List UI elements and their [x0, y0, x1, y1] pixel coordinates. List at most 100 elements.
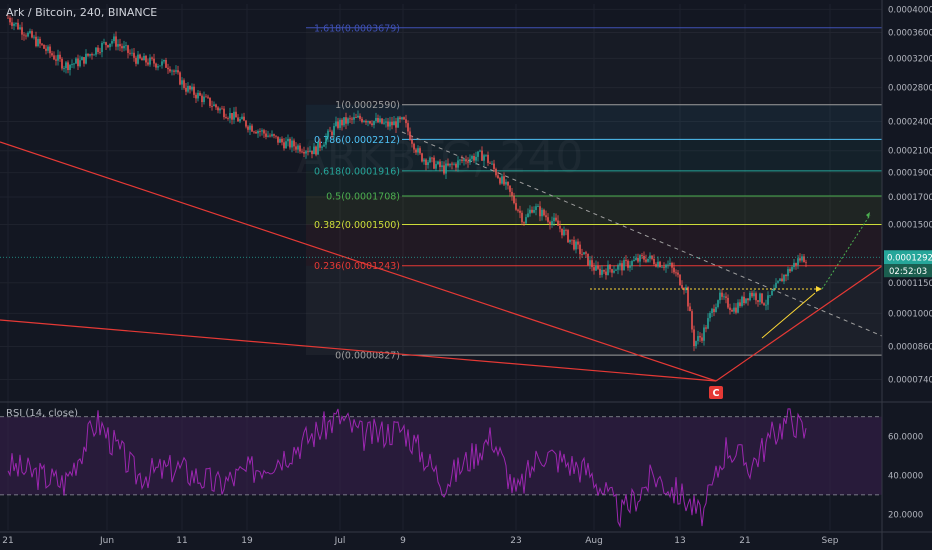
candle[interactable] — [237, 114, 239, 122]
candle[interactable] — [499, 176, 501, 186]
candle[interactable] — [423, 158, 425, 165]
candle[interactable] — [505, 179, 507, 190]
candle[interactable] — [515, 198, 517, 211]
candle[interactable] — [519, 205, 521, 219]
candle[interactable] — [521, 210, 523, 226]
candle[interactable] — [561, 228, 563, 239]
candle[interactable] — [61, 57, 63, 71]
candle[interactable] — [655, 262, 657, 268]
candle[interactable] — [731, 308, 733, 312]
candle[interactable] — [667, 260, 669, 269]
candles[interactable] — [7, 14, 807, 352]
candle[interactable] — [719, 289, 721, 304]
candle[interactable] — [193, 83, 195, 98]
candle[interactable] — [785, 273, 787, 282]
projection-line[interactable] — [821, 214, 871, 290]
candle[interactable] — [653, 254, 655, 266]
candle[interactable] — [623, 257, 625, 271]
candle[interactable] — [15, 22, 17, 27]
candle[interactable] — [65, 60, 67, 74]
candle[interactable] — [105, 41, 107, 50]
candle[interactable] — [697, 330, 699, 345]
candle[interactable] — [433, 155, 435, 170]
candle[interactable] — [249, 122, 251, 136]
candle[interactable] — [377, 114, 379, 124]
candle[interactable] — [375, 112, 377, 124]
candle[interactable] — [771, 289, 773, 296]
candle[interactable] — [621, 260, 623, 276]
candle[interactable] — [299, 143, 301, 154]
candle[interactable] — [67, 60, 69, 74]
candle[interactable] — [597, 261, 599, 270]
candle[interactable] — [325, 133, 327, 149]
candle[interactable] — [787, 266, 789, 281]
candle[interactable] — [383, 119, 385, 125]
candle[interactable] — [215, 103, 217, 111]
candle[interactable] — [167, 63, 169, 74]
candle[interactable] — [337, 117, 339, 130]
candle[interactable] — [373, 120, 375, 129]
candle[interactable] — [121, 43, 123, 53]
candle[interactable] — [131, 48, 133, 57]
candle[interactable] — [457, 156, 459, 172]
candle[interactable] — [271, 130, 273, 138]
candle[interactable] — [437, 160, 439, 166]
candle[interactable] — [203, 91, 205, 105]
candle[interactable] — [695, 340, 697, 349]
candle[interactable] — [629, 261, 631, 272]
candle[interactable] — [513, 192, 515, 205]
candle[interactable] — [461, 155, 463, 164]
candle[interactable] — [189, 85, 191, 94]
candle[interactable] — [415, 147, 417, 155]
candle[interactable] — [749, 290, 751, 302]
candle[interactable] — [665, 263, 667, 273]
candle[interactable] — [305, 149, 307, 159]
candle[interactable] — [401, 116, 403, 121]
candle[interactable] — [11, 17, 13, 30]
candle[interactable] — [791, 265, 793, 272]
candle[interactable] — [537, 203, 539, 208]
candle[interactable] — [599, 265, 601, 278]
candle[interactable] — [31, 29, 33, 39]
candle[interactable] — [721, 289, 723, 300]
candle[interactable] — [409, 127, 411, 141]
candle[interactable] — [185, 82, 187, 96]
candle[interactable] — [507, 181, 509, 190]
candle[interactable] — [565, 228, 567, 236]
trendline[interactable] — [715, 265, 883, 382]
candle[interactable] — [589, 256, 591, 270]
candle[interactable] — [119, 38, 121, 52]
candle[interactable] — [59, 51, 61, 62]
trendline[interactable] — [0, 141, 717, 382]
candle[interactable] — [273, 133, 275, 139]
candle[interactable] — [615, 268, 617, 271]
candle[interactable] — [213, 101, 215, 107]
candle[interactable] — [197, 90, 199, 102]
candle[interactable] — [97, 44, 99, 55]
candle[interactable] — [353, 112, 355, 124]
candle[interactable] — [281, 136, 283, 146]
candle[interactable] — [285, 137, 287, 149]
candle[interactable] — [583, 252, 585, 255]
candle[interactable] — [25, 33, 27, 40]
candle[interactable] — [609, 263, 611, 273]
candle[interactable] — [73, 62, 75, 69]
candle[interactable] — [693, 325, 695, 352]
candle[interactable] — [793, 259, 795, 270]
candle[interactable] — [649, 252, 651, 263]
candle[interactable] — [425, 158, 427, 171]
candle[interactable] — [429, 156, 431, 163]
candle[interactable] — [235, 106, 237, 118]
candle[interactable] — [799, 253, 801, 263]
candle[interactable] — [531, 206, 533, 214]
candle[interactable] — [467, 157, 469, 168]
candle[interactable] — [575, 239, 577, 254]
candle[interactable] — [211, 100, 213, 111]
candle[interactable] — [179, 71, 181, 86]
candle[interactable] — [547, 213, 549, 224]
candle[interactable] — [511, 187, 513, 201]
candle[interactable] — [149, 54, 151, 67]
candle[interactable] — [171, 69, 173, 76]
candle[interactable] — [523, 221, 525, 226]
candle[interactable] — [625, 255, 627, 265]
